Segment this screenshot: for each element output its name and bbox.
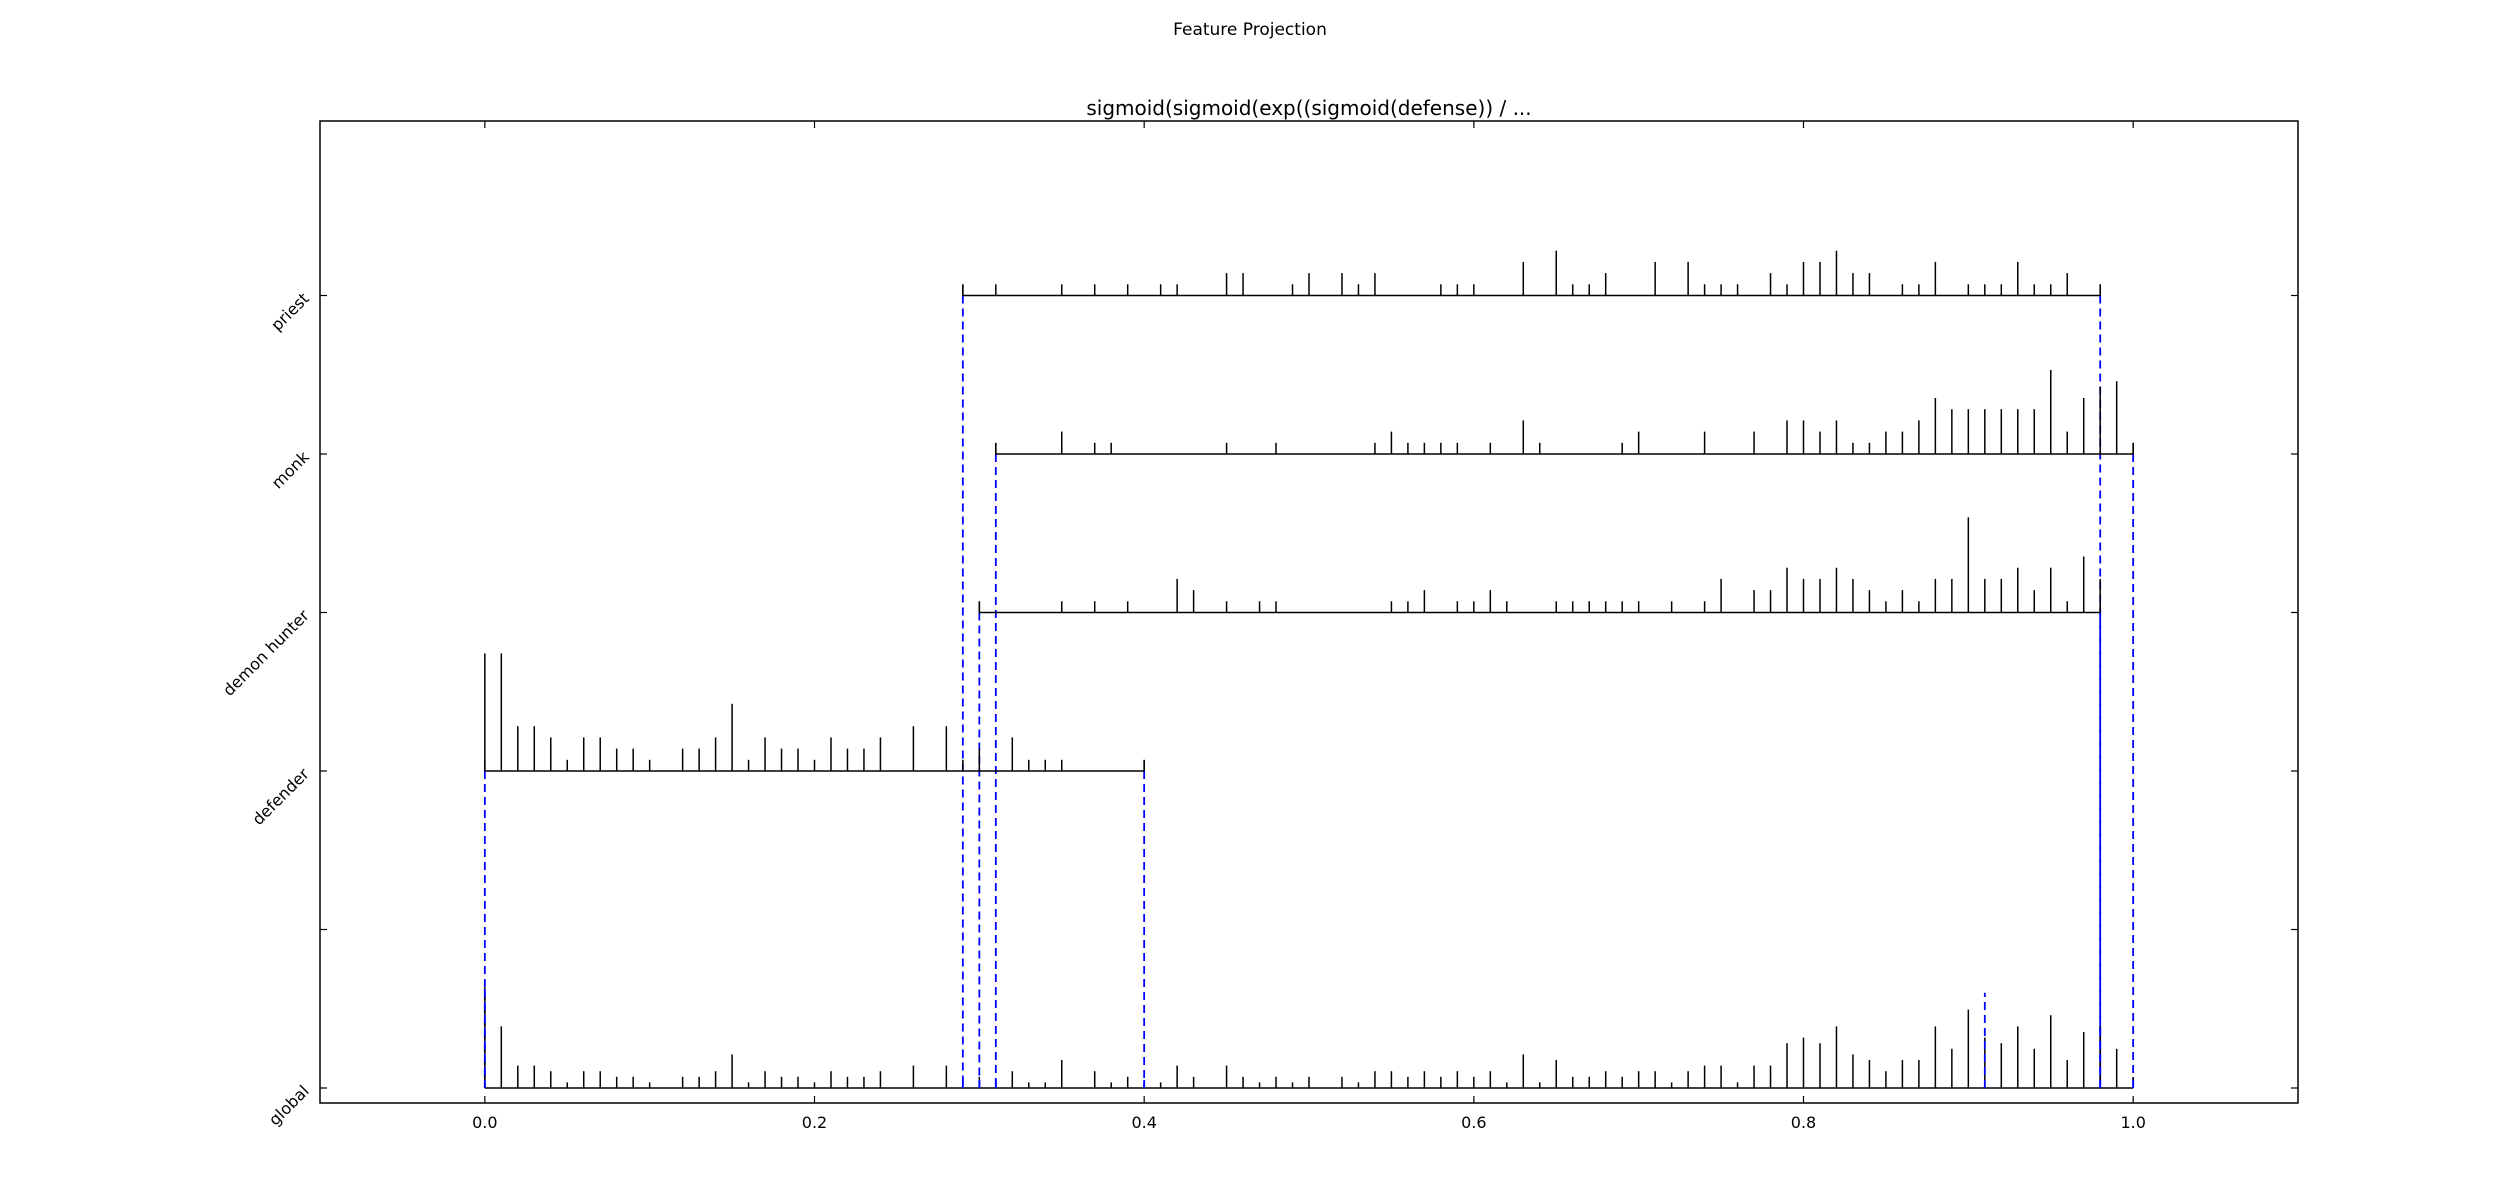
series-demon-hunter (978, 517, 2101, 614)
global-markers (483, 987, 2135, 1088)
y-axis: global defender demon hunter monk priest (219, 289, 2298, 1129)
x-axis: 0.0 0.2 0.4 0.6 0.8 1.0 (472, 121, 2146, 1132)
y-tick-label: monk (268, 447, 314, 493)
x-tick-label: 0.4 (1131, 1113, 1156, 1132)
figure-title: Feature Projection (1173, 20, 1327, 40)
x-tick-label: 0.2 (802, 1113, 827, 1132)
y-tick-label: global (265, 1081, 313, 1129)
series-monk (995, 370, 2134, 455)
series-global (484, 987, 2134, 1089)
x-tick-label: 1.0 (2120, 1113, 2145, 1132)
range-guides (483, 295, 2135, 1088)
y-tick-label: demon hunter (219, 606, 313, 700)
series-priest (962, 250, 2101, 297)
axes-title: sigmoid(sigmoid(exp((sigmoid(defense)) /… (1086, 96, 1531, 120)
series-defender (484, 653, 1145, 772)
x-tick-label: 0.8 (1791, 1113, 1816, 1132)
series-group (484, 250, 2134, 1089)
y-tick-label: defender (248, 764, 313, 829)
y-tick-label: priest (267, 289, 313, 335)
x-tick-label: 0.0 (472, 1113, 497, 1132)
x-tick-label: 0.6 (1461, 1113, 1486, 1132)
